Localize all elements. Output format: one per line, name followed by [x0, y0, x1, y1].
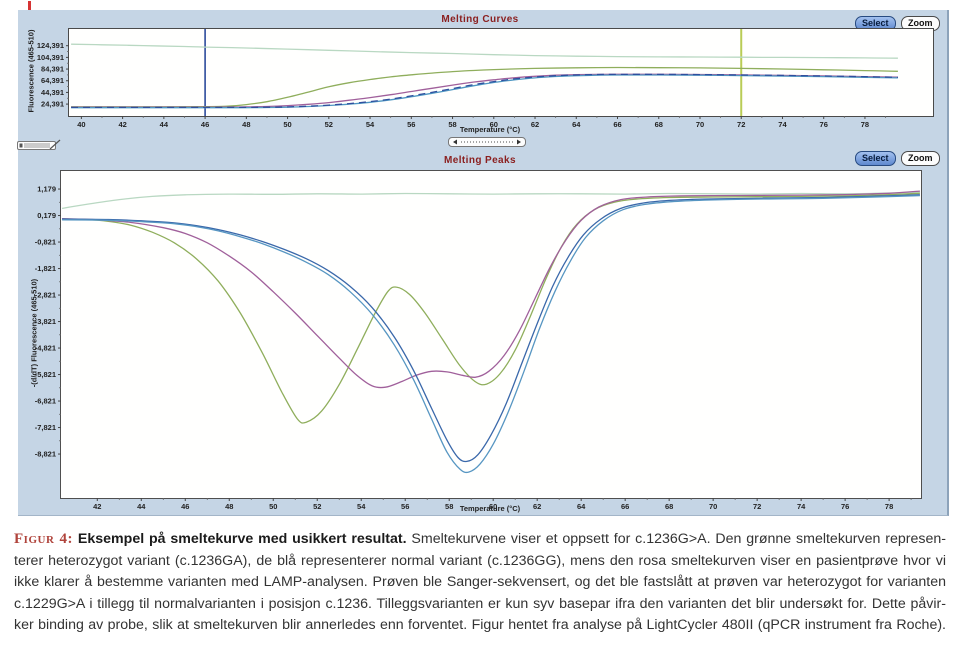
x-axis-label-bottom: Temperature (°C) — [459, 504, 521, 513]
melting-curves-title: Melting Curves — [441, 14, 519, 25]
series-bla-normal-1 — [71, 73, 898, 109]
y-tick-label: 44,391 — [41, 88, 64, 97]
x-tick-label: 54 — [366, 120, 375, 129]
x-tick-label: 44 — [137, 502, 146, 511]
y-tick-label: -6,821 — [35, 397, 56, 406]
x-tick-label: 56 — [407, 120, 415, 129]
y-tick-label: 1,179 — [37, 185, 56, 194]
x-tick-label: 68 — [655, 120, 663, 129]
figure-label: Figur 4: — [14, 531, 74, 547]
series-bla-normal-2 — [62, 194, 920, 474]
y-tick-label: -8,821 — [35, 450, 56, 459]
y-tick-label: 124,391 — [37, 41, 64, 50]
resize-diagonal-icon[interactable] — [49, 139, 61, 150]
y-axis-label-top: Fluorescence (465-510) — [26, 29, 36, 113]
y-tick-label: 64,391 — [41, 76, 64, 85]
pan-slider-handle[interactable] — [19, 143, 23, 148]
x-tick-label: 76 — [820, 120, 828, 129]
x-tick-label: 74 — [797, 502, 806, 511]
pan-slider[interactable] — [17, 139, 61, 151]
x-tick-label: 48 — [225, 502, 233, 511]
x-tick-label: 54 — [357, 502, 366, 511]
series-bla-normal-1 — [62, 194, 920, 463]
caption-line: ikke klarer å bestemme varianten med LAM… — [14, 574, 946, 591]
x-tick-label: 60 — [489, 502, 497, 511]
figure-caption: Figur 4: Eksempel på smeltekurve med usi… — [14, 529, 946, 637]
x-tick-label: 40 — [77, 120, 85, 129]
x-tick-label: 70 — [709, 502, 717, 511]
x-tick-label: 46 — [201, 120, 209, 129]
red-page-mark — [28, 1, 31, 14]
x-tick-label: 56 — [401, 502, 409, 511]
x-tick-label: 58 — [445, 502, 453, 511]
x-tick-label: 44 — [160, 120, 169, 129]
y-tick-label: 84,391 — [41, 65, 64, 74]
x-tick-label: 60 — [490, 120, 498, 129]
y-tick-label: 104,391 — [37, 53, 64, 62]
caption-line: Figur 4: Eksempel på smeltekurve med usi… — [14, 529, 946, 551]
x-axis-label-top: Temperature (°C) — [459, 125, 521, 134]
caption-line: ker binding av probe, slik at smeltekurv… — [14, 617, 946, 634]
x-tick-label: 72 — [737, 120, 745, 129]
series-pale-reference — [71, 43, 898, 59]
x-tick-label: 78 — [885, 502, 893, 511]
x-tick-label: 42 — [118, 120, 126, 129]
x-tick-label: 66 — [621, 502, 629, 511]
x-tick-label: 64 — [577, 502, 586, 511]
x-tick-label: 66 — [613, 120, 621, 129]
x-tick-label: 74 — [778, 120, 787, 129]
y-tick-label: 24,391 — [41, 100, 64, 109]
x-tick-label: 70 — [696, 120, 704, 129]
x-tick-label: 68 — [665, 502, 673, 511]
x-scrollbar[interactable] — [448, 137, 526, 147]
x-tick-label: 72 — [753, 502, 761, 511]
x-tick-label: 46 — [181, 502, 189, 511]
x-tick-label: 64 — [572, 120, 581, 129]
y-tick-label: -7,821 — [35, 423, 56, 432]
x-tick-label: 52 — [325, 120, 333, 129]
series-green-heterozygot — [62, 192, 920, 424]
scroll-left-icon[interactable] — [453, 139, 457, 145]
y-tick-label: 0,179 — [37, 211, 56, 220]
caption-line: terer heterozygot variant (c.1236GA), de… — [14, 552, 946, 569]
pan-slider-hatch — [24, 143, 50, 148]
x-tick-label: 52 — [313, 502, 321, 511]
x-tick-label: 50 — [269, 502, 277, 511]
y-tick-label: -5,821 — [35, 370, 56, 379]
caption-title: Eksempel på smeltekurve med usikkert res… — [77, 531, 407, 547]
melting-curves-plot[interactable]: 40 42 44 46 48 50 52 54 56 58 60 62 64 66 68 70 72 74 76 78… — [37, 28, 934, 129]
x-tick-label: 76 — [841, 502, 849, 511]
caption-text: Smeltekurvene viser et oppsett for c.123… — [411, 531, 946, 547]
series-rosa-pasientprove — [71, 73, 898, 108]
caption-line: c.1229G>A i tillegg til normalvarianten … — [14, 595, 946, 612]
y-tick-label: -3,821 — [35, 317, 56, 326]
series-bla-normal-2 — [71, 74, 898, 109]
y-tick-label: -1,821 — [35, 264, 56, 273]
series-pale-reference — [61, 191, 920, 210]
x-tick-label: 62 — [533, 502, 541, 511]
x-tick-label: 48 — [242, 120, 250, 129]
x-tick-label: 78 — [861, 120, 869, 129]
x-tick-label: 50 — [283, 120, 291, 129]
y-tick-label: -0,821 — [35, 238, 56, 247]
x-tick-label: 58 — [448, 120, 456, 129]
melting-peaks-title: Melting Peaks — [444, 155, 516, 166]
x-tick-label: 42 — [93, 502, 101, 511]
x-tick-label: 62 — [531, 120, 539, 129]
select-button-bottom[interactable]: Select — [855, 151, 896, 166]
y-tick-label: -4,821 — [35, 344, 56, 353]
y-tick-label: -2,821 — [35, 291, 56, 300]
scroll-right-icon[interactable] — [517, 139, 521, 145]
melting-peaks-plot[interactable]: 42 44 46 48 50 52 54 56 58 60 62 64 66 68 70 72 74 76 78 1,… — [35, 170, 922, 511]
zoom-button-bottom[interactable]: Zoom — [901, 151, 940, 166]
series-green-heterozygot — [71, 66, 898, 108]
series-rosa-pasientprove — [62, 190, 920, 389]
